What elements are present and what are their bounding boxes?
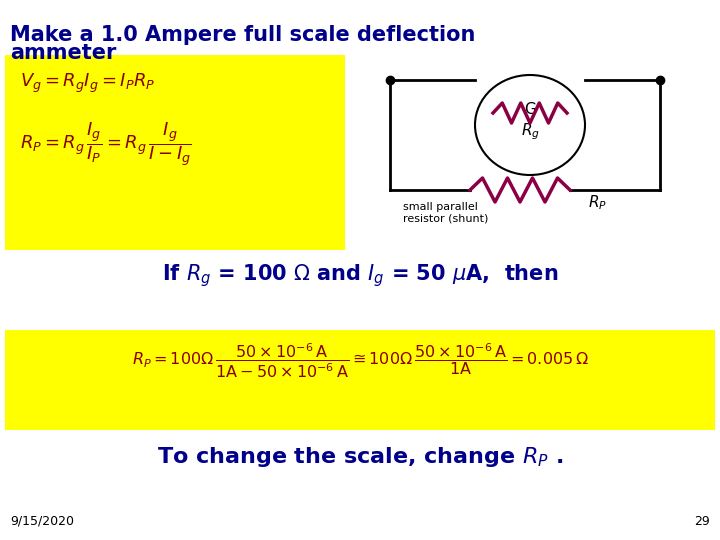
Text: To change the scale, change $\it{R}_P$ .: To change the scale, change $\it{R}_P$ . xyxy=(157,445,563,469)
Text: 9/15/2020: 9/15/2020 xyxy=(10,515,74,528)
Text: $V_g = R_g I_g = I_P R_P$: $V_g = R_g I_g = I_P R_P$ xyxy=(20,72,156,95)
Text: small parallel
resistor (shunt): small parallel resistor (shunt) xyxy=(403,202,488,224)
FancyBboxPatch shape xyxy=(5,330,715,430)
Ellipse shape xyxy=(475,75,585,175)
Text: $R_g$: $R_g$ xyxy=(521,122,539,143)
Text: Make a 1.0 Ampere full scale deflection: Make a 1.0 Ampere full scale deflection xyxy=(10,25,475,45)
Text: 29: 29 xyxy=(694,515,710,528)
Text: G: G xyxy=(524,103,536,118)
Text: If $\it{R}_g$ = 100 $\Omega$ and $\it{I}_g$ = 50 $\mu$A,  then: If $\it{R}_g$ = 100 $\Omega$ and $\it{I}… xyxy=(162,262,558,289)
FancyBboxPatch shape xyxy=(5,55,345,250)
Text: $R_P = R_g\,\dfrac{I_g}{I_P} = R_g\,\dfrac{I_g}{I - I_g}$: $R_P = R_g\,\dfrac{I_g}{I_P} = R_g\,\dfr… xyxy=(20,120,192,167)
Text: ammeter: ammeter xyxy=(10,43,117,63)
Text: $R_P = 100\Omega\,\dfrac{50\times10^{-6}\,\mathrm{A}}{1\mathrm{A} - 50\times10^{: $R_P = 100\Omega\,\dfrac{50\times10^{-6}… xyxy=(132,342,588,380)
Text: $R_P$: $R_P$ xyxy=(588,193,607,212)
